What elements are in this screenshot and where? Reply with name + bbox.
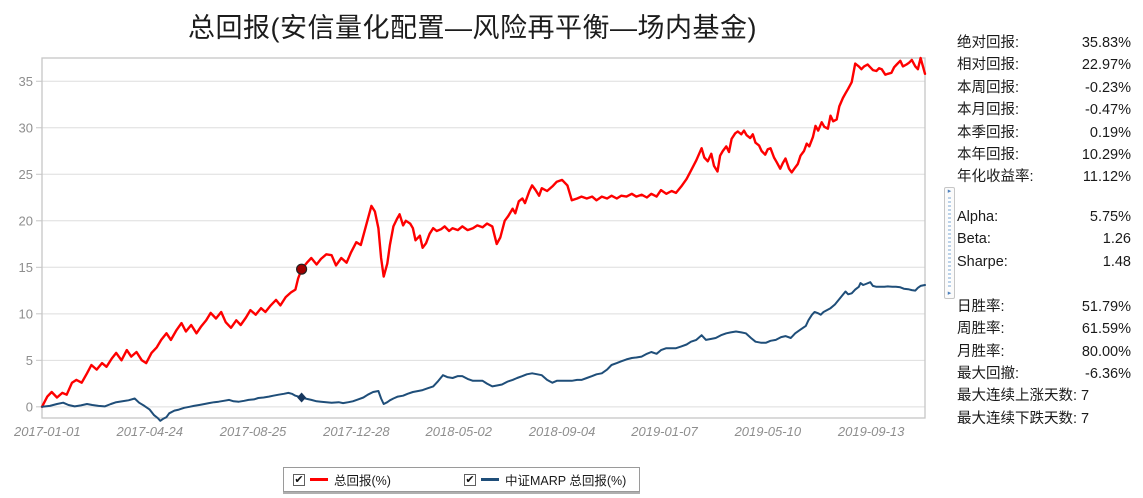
benchmark-line-swatch (481, 478, 499, 481)
stat-beta: Beta: 1.26 (957, 231, 1131, 248)
stats-risk-section: Alpha: 5.75% Beta: 1.26 Sharpe: 1.48 (957, 206, 1131, 273)
stat-monthly-win-rate: 月胜率: 80.00% (957, 343, 1131, 360)
x-tick-label: 2017-01-01 (13, 424, 81, 439)
y-tick-label: 35 (19, 74, 33, 89)
x-tick-label: 2018-09-04 (528, 424, 596, 439)
legend-item-benchmark: ✔ 中证MARP 总回报(%) (464, 470, 626, 489)
scroll-up-arrow-icon[interactable]: ▸ (947, 188, 952, 195)
scrollbar-track[interactable] (948, 197, 951, 289)
stat-month-return: 本月回报: -0.47% (957, 102, 1131, 119)
legend-label-benchmark: 中证MARP 总回报(%) (505, 474, 627, 488)
x-tick-label: 2017-04-24 (115, 424, 183, 439)
x-tick-label: 2018-05-02 (425, 424, 493, 439)
plot-frame (41, 57, 926, 419)
x-tick-label: 2017-12-28 (322, 424, 390, 439)
stat-max-consecutive-up-days: 最大连续上涨天数: 7 (957, 388, 1090, 405)
selected-point-marker-benchmark[interactable] (297, 392, 307, 403)
stat-year-return: 本年回报: 10.29% (957, 146, 1131, 163)
scroll-down-arrow-icon[interactable]: ▸ (947, 290, 952, 297)
y-tick-label: 20 (19, 213, 33, 228)
stat-max-consecutive-down-days: 最大连续下跌天数: 7 (957, 410, 1090, 427)
stat-absolute-return: 绝对回报: 35.83% (957, 35, 1131, 51)
benchmark-line (41, 281, 926, 422)
stat-alpha: Alpha: 5.75% (957, 208, 1131, 225)
x-tick-label: 2019-01-07 (630, 424, 698, 439)
y-tick-label: 15 (19, 260, 33, 275)
stats-panel: 绝对回报: 35.83% 相对回报: 22.97% 本周回报: -0.23% 本月回报… (957, 32, 1131, 430)
legend-item-total-return: ✔ 总回报(%) (293, 470, 464, 489)
y-tick-label: 25 (19, 167, 33, 182)
stat-quarter-return: 本季回报: 0.19% (957, 124, 1131, 141)
chart-title: 总回报(安信量化配置—风险再平衡—场内基金) (188, 13, 757, 43)
y-tick-label: 10 (19, 306, 33, 321)
stat-sharpe: Sharpe: 1.48 (957, 253, 1131, 270)
stats-winrate-section: 日胜率: 51.79% 周胜率: 61.59% 月胜率: 80.00% 最大回撤: -6… (957, 296, 1131, 430)
legend-checkbox-benchmark[interactable]: ✔ (464, 473, 476, 486)
x-tick-label: 2017-08-25 (219, 424, 287, 439)
x-tick-label: 2019-05-10 (734, 424, 802, 439)
panel-scrollbar[interactable]: ▸ ▸ (944, 187, 955, 299)
total-return-chart-plot-area[interactable]: 0 5 10 15 20 25 30 35 2017-01-01 2017-04-24 2017-0… (0, 0, 945, 455)
stat-week-return: 本周回报: -0.23% (957, 79, 1131, 96)
y-tick-label: 30 (19, 120, 33, 135)
stat-daily-win-rate: 日胜率: 51.79% (957, 298, 1131, 315)
selected-point-marker-total[interactable] (296, 263, 308, 275)
stat-annualized-return: 年化收益率: 11.12% (957, 169, 1131, 186)
y-tick-label: 0 (26, 399, 33, 414)
x-tick-label: 2019-09-13 (837, 424, 905, 439)
y-tick-label: 5 (26, 353, 33, 368)
legend-checkbox-total-return[interactable]: ✔ (293, 473, 305, 486)
legend-label-total-return: 总回报(%) (334, 474, 391, 488)
stats-returns-section: 绝对回报: 35.83% 相对回报: 22.97% 本周回报: -0.23% 本月回报… (957, 32, 1131, 189)
stat-max-drawdown: 最大回撤: -6.36% (957, 366, 1131, 383)
total-return-line-swatch (310, 478, 328, 481)
stat-weekly-win-rate: 周胜率: 61.59% (957, 321, 1131, 338)
chart-legend: ✔ 总回报(%) ✔ 中证MARP 总回报(%) (283, 467, 640, 492)
total-return-line (40, 56, 927, 408)
stat-relative-return: 相对回报: 22.97% (957, 57, 1131, 74)
